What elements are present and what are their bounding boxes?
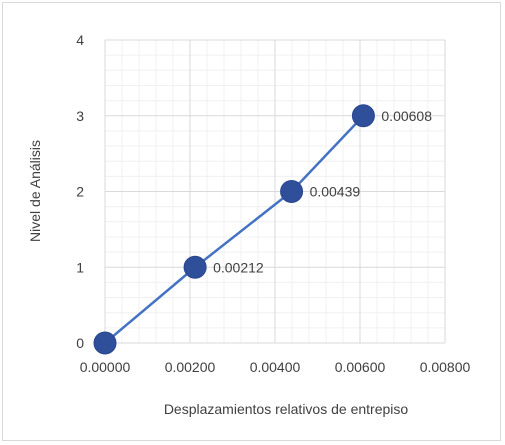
x-tick-label: 0.00400 xyxy=(250,359,301,375)
y-axis-title: Nivel de Análisis xyxy=(27,140,43,242)
y-tick-label: 2 xyxy=(76,184,84,200)
data-point xyxy=(183,255,207,279)
tick-labels: 0.00000 0.00200 0.00400 0.00600 0.00800 0 1 2 3 4 xyxy=(76,32,470,375)
x-tick-label: 0.00800 xyxy=(420,359,471,375)
data-point xyxy=(93,331,117,355)
data-label: 0.00608 xyxy=(381,108,432,124)
series-line xyxy=(104,114,365,344)
x-axis-title: Desplazamientos relativos de entrepiso xyxy=(164,401,409,417)
data-label: 0.00212 xyxy=(213,259,264,275)
y-tick-label: 0 xyxy=(76,335,84,351)
data-point xyxy=(280,180,304,203)
x-tick-label: 0.00000 xyxy=(80,359,131,375)
grid xyxy=(104,39,446,344)
data-label: 0.00439 xyxy=(310,184,361,200)
x-tick-label: 0.00200 xyxy=(165,359,216,375)
data-point xyxy=(351,104,375,128)
y-tick-label: 3 xyxy=(76,108,84,124)
y-tick-label: 1 xyxy=(76,259,84,275)
x-tick-label: 0.00600 xyxy=(335,359,386,375)
series: 0.00212 0.00439 0.00608 xyxy=(93,104,432,355)
y-tick-label: 4 xyxy=(76,32,84,48)
